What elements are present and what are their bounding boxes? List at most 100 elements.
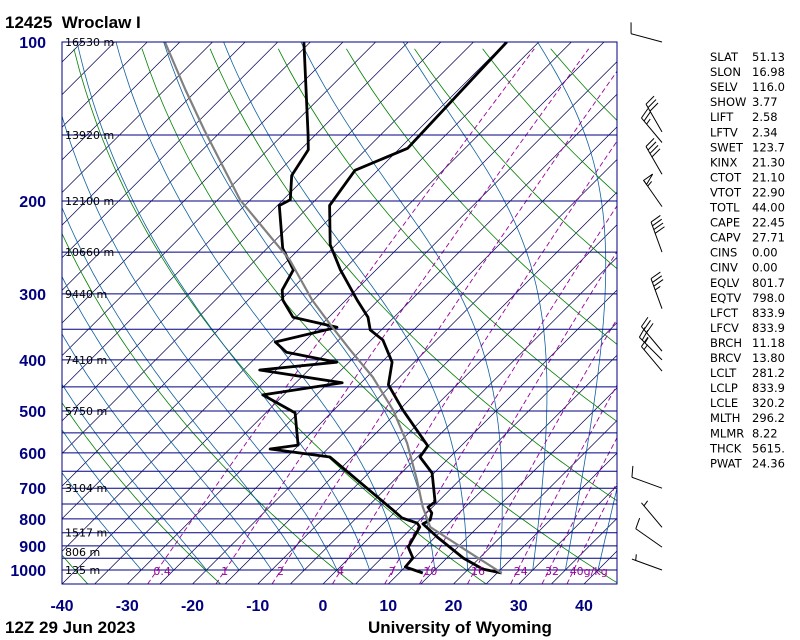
index-key-ctot: CTOT: [710, 170, 742, 184]
pressure-tick-label: 1000: [10, 563, 46, 580]
mixing-ratio-label: 32: [545, 565, 559, 578]
height-label: 806 m: [65, 546, 100, 559]
temperature-line: [328, 42, 508, 575]
plot-frame: [61, 41, 618, 585]
index-key-eqtv: EQTV: [710, 291, 741, 305]
index-key-cinv: CINV: [710, 261, 738, 275]
wind-barb: [638, 327, 663, 361]
sounding-curves: [163, 42, 508, 575]
moist-adiabat: [402, 42, 548, 571]
wind-barb: [635, 517, 663, 548]
isotherm-line: [62, 42, 83, 63]
index-key-swet: SWET: [710, 140, 744, 154]
index-value-show: 3.77: [752, 95, 778, 109]
height-label: 16530 m: [65, 36, 114, 49]
mixing-ratio-label: 7: [389, 565, 396, 578]
index-value-cinv: 0.00: [752, 261, 778, 275]
height-label: 1517 m: [65, 527, 107, 540]
parcel-line: [163, 42, 503, 574]
height-label: 135 m: [65, 564, 100, 577]
wind-barb: [631, 554, 663, 571]
index-key-vtot: VTOT: [710, 185, 742, 199]
chart-title: 12425 Wroclaw I: [5, 13, 141, 32]
pressure-tick-label: 200: [19, 194, 46, 211]
isotherm-line: [453, 420, 617, 584]
isotherm-line: [62, 42, 148, 128]
index-value-selv: 116.0: [752, 80, 785, 94]
moist-adiabat: [597, 486, 617, 571]
isotherm-line: [62, 42, 605, 584]
index-key-lcle: LCLE: [710, 396, 738, 410]
index-key-lift: LIFT: [710, 110, 734, 124]
temperature-tick-label: 30: [510, 598, 528, 615]
moist-adiabat: [537, 42, 607, 571]
isotherm-line: [322, 289, 617, 584]
index-value-ctot: 21.10: [752, 170, 785, 184]
isotherm-line: [0, 42, 17, 584]
index-value-mlth: 296.2: [752, 411, 785, 425]
index-key-mlth: MLTH: [710, 411, 740, 425]
index-value-slon: 16.98: [752, 65, 785, 79]
isotherm-line: [127, 93, 617, 584]
mixing-ratio-label: 0.4: [153, 565, 171, 578]
mixing-ratio-line: [541, 436, 617, 584]
temperature-tick-label: 20: [445, 598, 463, 615]
wind-barb: [641, 500, 663, 528]
index-key-thck: THCK: [709, 441, 742, 455]
isotherm-line: [388, 354, 617, 584]
index-key-mlmr: MLMR: [710, 426, 744, 440]
date-label: 12Z 29 Jun 2023: [5, 618, 135, 637]
index-value-cins: 0.00: [752, 246, 778, 260]
index-value-lclp: 833.9: [752, 381, 785, 395]
mixing-ratio-label: 10: [423, 565, 437, 578]
dry-adiabat: [414, 48, 617, 270]
index-value-eqtv: 798.0: [752, 291, 785, 305]
wind-barb: [631, 465, 663, 489]
isotherm-line: [62, 42, 474, 454]
temperature-tick-label: -20: [181, 598, 204, 615]
height-label: 13920 m: [65, 129, 114, 142]
isotherm-line: [257, 224, 617, 584]
index-value-mlmr: 8.22: [752, 426, 778, 440]
index-value-thck: 5615.: [752, 441, 785, 455]
pressure-tick-label: 400: [19, 353, 46, 370]
mixing-ratio-label: 40g/kg: [570, 565, 608, 578]
moist-adiabat: [76, 42, 370, 571]
isotherm-line: [0, 42, 49, 584]
dry-adiabat: [73, 48, 487, 584]
index-key-kinx: KINX: [710, 155, 738, 169]
height-label: 3104 m: [65, 482, 107, 495]
pressure-tick-label: 600: [19, 446, 46, 463]
index-value-cape: 22.45: [752, 216, 785, 230]
temperature-tick-label: 40: [575, 598, 593, 615]
temperature-tick-label: 10: [379, 598, 397, 615]
isotherm-line: [62, 42, 409, 389]
isotherm-line: [420, 387, 617, 584]
wind-barb: [650, 215, 665, 253]
index-key-show: SHOW: [710, 95, 746, 109]
wind-barb: [641, 316, 663, 352]
isotherm-line: [62, 42, 115, 96]
index-value-lclt: 281.2: [752, 366, 785, 380]
isotherm-line: [355, 322, 617, 584]
pressure-tick-label: 100: [19, 35, 46, 52]
pressure-tick-label: 300: [19, 287, 46, 304]
index-value-slat: 51.13: [752, 50, 785, 64]
pressure-tick-label: 800: [19, 512, 46, 529]
mixing-ratio-label: 4: [337, 565, 344, 578]
height-label: 7410 m: [65, 354, 107, 367]
index-value-lftv: 2.34: [752, 125, 778, 139]
index-value-brcv: 13.80: [752, 351, 785, 365]
isotherm-line: [62, 42, 376, 357]
wind-barbs: [630, 22, 665, 571]
mixing-ratio-label: 24: [514, 565, 528, 578]
index-key-pwat: PWAT: [710, 456, 743, 470]
mixing-ratio-label: 16: [471, 565, 485, 578]
mixing-ratio-line: [384, 204, 617, 584]
index-key-lfct: LFCT: [710, 306, 739, 320]
mixing-ratio-line: [271, 70, 617, 584]
dry-adiabat: [62, 232, 354, 584]
index-key-totl: TOTL: [709, 201, 740, 215]
mixing-ratio-line: [147, 48, 535, 584]
index-key-selv: SELV: [710, 80, 738, 94]
